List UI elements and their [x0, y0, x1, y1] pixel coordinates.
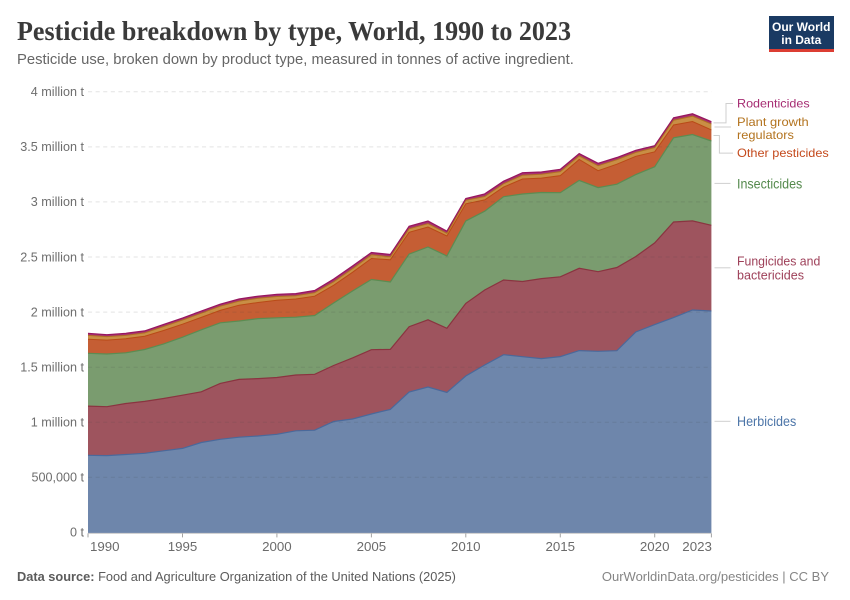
svg-text:2010: 2010: [451, 539, 481, 554]
svg-text:Rodenticides: Rodenticides: [737, 97, 810, 111]
svg-text:1990: 1990: [90, 539, 120, 554]
svg-text:Plant growth: Plant growth: [737, 115, 809, 129]
svg-text:1.5 million t: 1.5 million t: [20, 361, 84, 375]
svg-text:1995: 1995: [168, 539, 198, 554]
svg-text:2023: 2023: [682, 539, 712, 554]
svg-text:4 million t: 4 million t: [31, 85, 85, 99]
svg-text:Insecticides: Insecticides: [737, 176, 803, 191]
svg-text:bactericides: bactericides: [737, 267, 804, 282]
svg-text:1 million t: 1 million t: [31, 416, 85, 430]
svg-text:500,000 t: 500,000 t: [31, 471, 84, 485]
svg-text:3.5 million t: 3.5 million t: [20, 140, 84, 154]
svg-text:2015: 2015: [546, 539, 576, 554]
svg-text:Herbicides: Herbicides: [737, 414, 797, 429]
svg-text:2.5 million t: 2.5 million t: [20, 250, 84, 264]
svg-text:Other pesticides: Other pesticides: [737, 146, 829, 160]
svg-text:regulators: regulators: [737, 128, 794, 142]
svg-text:2 million t: 2 million t: [31, 305, 85, 319]
svg-text:2000: 2000: [262, 539, 292, 554]
svg-text:2020: 2020: [640, 539, 670, 554]
svg-text:0 t: 0 t: [70, 526, 85, 540]
svg-text:2005: 2005: [357, 539, 387, 554]
svg-text:Fungicides and: Fungicides and: [737, 254, 820, 269]
svg-text:3 million t: 3 million t: [31, 195, 85, 209]
